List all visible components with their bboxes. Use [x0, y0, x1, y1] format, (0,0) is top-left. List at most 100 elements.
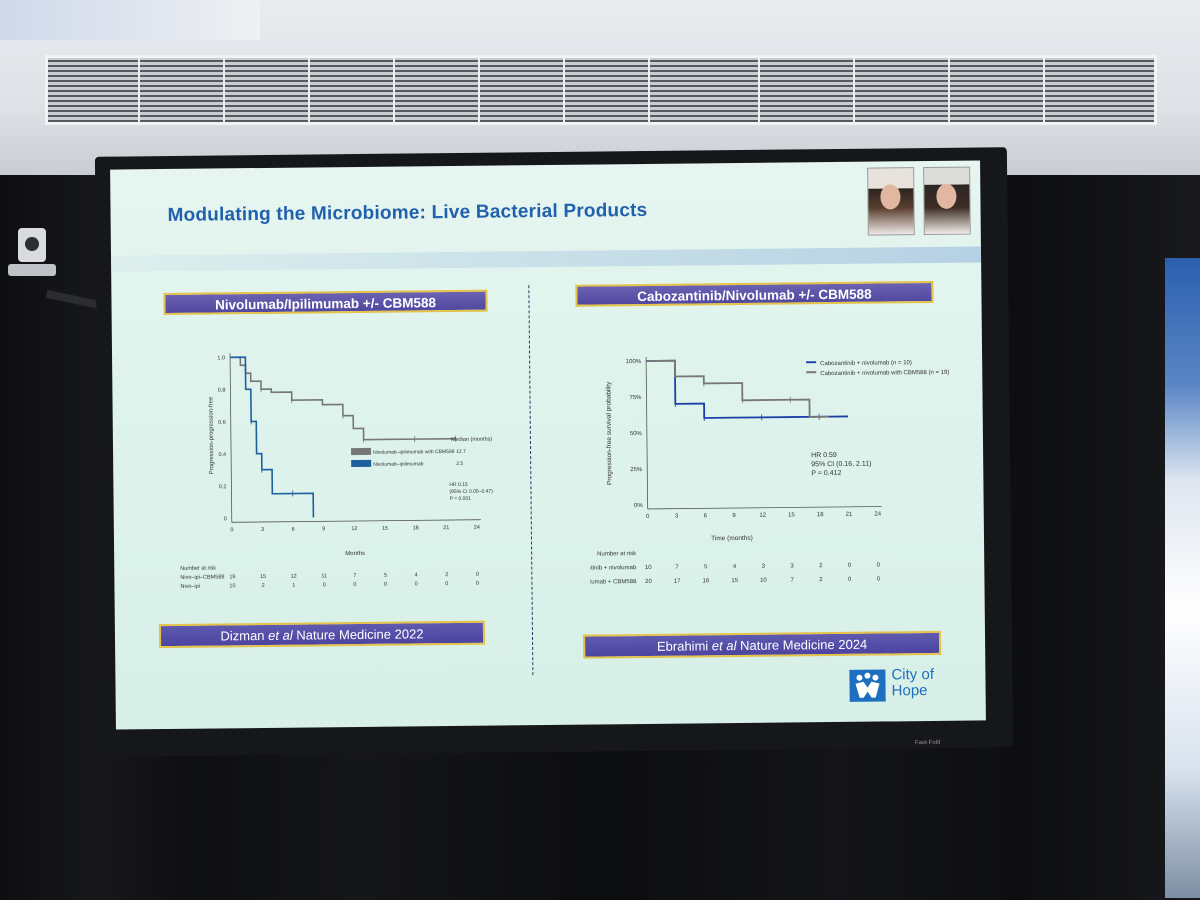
stat-ci: 95% CI (0.16, 2.11) — [811, 461, 871, 469]
km-curve-1 — [646, 359, 848, 419]
x-tick-label: 24 — [874, 512, 881, 518]
x-tick-label: 21 — [443, 525, 449, 531]
citation-journal: Nature Medicine 2024 — [739, 636, 868, 653]
face — [936, 183, 957, 209]
camera-base — [8, 264, 56, 276]
risk-table-header: Number at risk — [180, 565, 216, 571]
x-tick-label: 15 — [382, 526, 388, 532]
vent-divider — [478, 58, 480, 122]
air-vent — [45, 55, 1157, 125]
vent-divider — [308, 58, 310, 122]
section-divider — [528, 285, 534, 676]
stat-ci: (95% CI 0.05–0.47) — [449, 489, 493, 495]
vent-divider — [853, 58, 855, 122]
risk-count: 3 — [790, 563, 794, 569]
x-axis-line — [231, 519, 481, 523]
x-tick-label: 15 — [788, 512, 795, 518]
left-study-label: Nivolumab/Ipilimumab +/- CBM588 — [163, 289, 488, 316]
risk-count: 0 — [848, 577, 852, 583]
speaker-photo-2 — [923, 166, 971, 236]
right-study-label: Cabozantinib/Nivolumab +/- CBM588 — [575, 280, 934, 307]
x-tick-label: 12 — [759, 513, 766, 519]
y-tick-label: 100% — [626, 359, 642, 365]
vent-divider — [648, 58, 650, 122]
slide-title: Modulating the Microbiome: Live Bacteria… — [167, 199, 648, 226]
left-citation: Dizman et al Nature Medicine 2022 — [158, 620, 486, 649]
stat-hr: HR 0.15 — [449, 482, 468, 488]
legend-label: Nivolumab–ipilimumab — [373, 461, 424, 468]
axes: 0 3 6 9 12 15 18 21 24 0% 25% 50% 75% 100% — [626, 356, 882, 520]
vent-divider — [1043, 58, 1045, 122]
risk-count: 20 — [645, 579, 652, 585]
legend-swatch — [351, 459, 372, 468]
vent-divider — [138, 58, 140, 122]
citation-author: Ebrahimi — [656, 638, 709, 654]
x-tick-label: 3 — [261, 527, 264, 533]
axes: 0 3 6 9 12 15 18 21 24 0 0.2 0.4 0.6 0.8 1.0 — [217, 353, 481, 533]
camera-lens-icon — [25, 237, 39, 251]
km-curve-2 — [646, 359, 829, 418]
risk-count: 7 — [675, 565, 679, 571]
citation-journal: Nature Medicine 2022 — [296, 626, 424, 643]
vent-divider — [223, 58, 225, 122]
risk-count: 4 — [415, 572, 418, 578]
x-tick-label: 9 — [322, 526, 325, 532]
title-band — [110, 246, 982, 272]
y-axis-label: Progression-free survival probability — [605, 381, 613, 485]
risk-row-label: Nivo–ipi — [180, 584, 200, 590]
risk-count: 7 — [353, 573, 356, 579]
legend-header: Median (months) — [451, 437, 492, 443]
logo-line2: Hope — [891, 682, 928, 700]
ceiling — [0, 0, 1200, 175]
hope-figures-svg — [855, 672, 880, 698]
risk-count: 2 — [445, 572, 448, 578]
legend-median: 2.5 — [456, 461, 463, 467]
risk-count: 0 — [476, 581, 479, 587]
risk-count: 11 — [321, 573, 327, 579]
risk-count: 12 — [291, 574, 297, 580]
right-km-chart: Progression-free survival probability 0 3… — [537, 345, 983, 599]
face — [880, 184, 901, 210]
km-curve-2 — [230, 356, 315, 518]
stat-p: P = 0.412 — [811, 470, 841, 477]
y-tick-label: 25% — [630, 467, 643, 473]
risk-count: 15 — [260, 574, 266, 580]
legend-label: Cabozantinib + nivolumab with CBM588 (n … — [820, 370, 949, 377]
x-tick-label: 18 — [413, 525, 419, 531]
y-tick-label: 0.8 — [218, 388, 226, 394]
left-km-chart: Progression-progression-free 0 3 6 9 12 15 18 2… — [170, 340, 513, 604]
risk-count: 10 — [645, 565, 652, 571]
x-tick-label: 6 — [292, 527, 295, 533]
plot-series — [230, 356, 456, 518]
vent-divider — [393, 58, 395, 122]
risk-row-label: Cabozantinib + nivolumab — [588, 565, 637, 572]
risk-count: 0 — [476, 572, 479, 578]
conference-camera — [8, 228, 56, 290]
legend-median: 12.7 — [456, 449, 466, 455]
x-tick-label: 12 — [351, 526, 357, 532]
km-curve-1 — [230, 356, 456, 441]
risk-row-label: Nivo–ipi–CBM588 — [180, 574, 224, 580]
x-tick-label: 0 — [646, 514, 650, 520]
right-km-svg: Progression-free survival probability 0 3… — [537, 356, 949, 586]
risk-count: 0 — [323, 582, 326, 588]
risk-count: 0 — [353, 582, 356, 588]
x-tick-label: 21 — [846, 512, 853, 518]
risk-count: 0 — [877, 563, 881, 569]
y-tick-label: 0 — [224, 516, 227, 522]
y-tick-label: 0.4 — [218, 452, 226, 458]
risk-count: 3 — [762, 564, 766, 570]
hope-figures-icon — [849, 669, 886, 702]
y-tick-label: 50% — [630, 431, 643, 437]
plot-series — [646, 359, 848, 421]
x-tick-label: 18 — [817, 512, 824, 518]
risk-count: 0 — [384, 582, 387, 588]
stat-hr: HR 0.59 — [811, 452, 837, 459]
risk-count: 16 — [703, 578, 710, 584]
vent-divider — [948, 58, 950, 122]
vent-divider — [563, 58, 565, 122]
right-citation: Ebrahimi et al Nature Medicine 2024 — [582, 630, 942, 659]
y-axis-line — [645, 356, 649, 509]
x-tick-label: 24 — [474, 525, 480, 531]
